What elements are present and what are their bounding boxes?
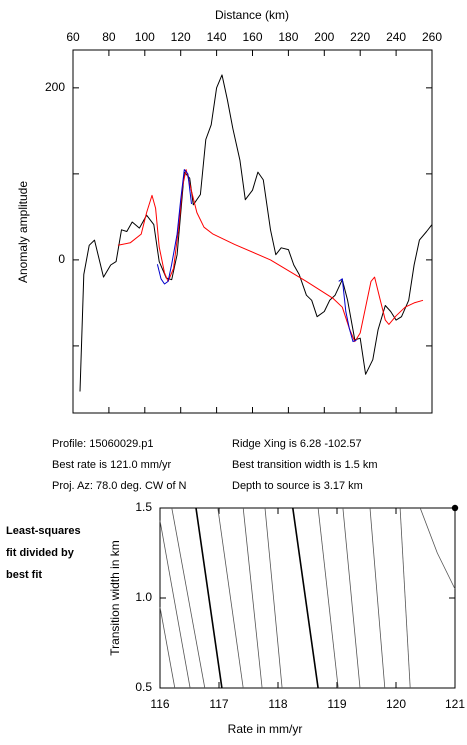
- contour-line: [217, 507, 244, 689]
- y-tick-label: 1.5: [135, 500, 152, 514]
- data-line: [156, 169, 357, 343]
- x-tick-label: 240: [386, 30, 406, 44]
- data-line: [79, 74, 433, 392]
- x-tick-label: 100: [135, 30, 155, 44]
- x-tick-label: 160: [242, 30, 262, 44]
- info-text: Best transition width is 1.5 km: [232, 459, 378, 471]
- x-tick-label: 117: [209, 697, 228, 711]
- contour-line: [242, 507, 263, 689]
- info-text: Ridge Xing is 6.28 -102.57: [232, 438, 362, 450]
- contour-line: [317, 507, 339, 689]
- x-tick-label: 200: [314, 30, 334, 44]
- x-tick-label: 116: [150, 697, 169, 711]
- x-tick-label: 120: [386, 697, 406, 711]
- annotation: best fit: [6, 569, 42, 581]
- contour-line: [171, 507, 206, 689]
- y-tick-label: 0.5: [135, 680, 152, 694]
- contour-line: [195, 507, 223, 689]
- contour-line: [292, 507, 319, 689]
- annotation: Least-squares: [6, 525, 81, 537]
- plot-frame: [159, 507, 456, 689]
- x-tick-label: 80: [102, 30, 116, 44]
- info-text: Proj. Az: 78.0 deg. CW of N: [52, 480, 187, 492]
- contour-line: [342, 507, 361, 689]
- contour-line: [159, 606, 176, 689]
- info-text: Profile: 15060029.p1: [52, 438, 154, 450]
- x-tick-label: 260: [422, 30, 442, 44]
- x-tick-label: 121: [445, 697, 465, 711]
- contour-line: [419, 507, 456, 590]
- y-tick-label: 200: [45, 80, 65, 94]
- contour-line: [369, 507, 386, 689]
- annotation: fit divided by: [6, 547, 75, 559]
- x-tick-label: 220: [350, 30, 370, 44]
- y-axis-title: Anomaly amplitude: [16, 181, 30, 283]
- x-axis-title: Rate in mm/yr: [228, 722, 303, 736]
- x-tick-label: 180: [278, 30, 298, 44]
- contour-line: [264, 507, 283, 689]
- x-tick-label: 119: [327, 697, 346, 711]
- y-axis-title: Transition width in km: [108, 540, 122, 656]
- info-text: Best rate is 121.0 mm/yr: [52, 459, 172, 471]
- best-fit-point: [451, 504, 459, 512]
- x-tick-label: 140: [207, 30, 227, 44]
- x-axis-title: Distance (km): [215, 8, 289, 22]
- x-tick-label: 120: [171, 30, 191, 44]
- x-tick-label: 60: [66, 30, 80, 44]
- contour-line: [159, 520, 191, 689]
- data-line: [117, 169, 424, 343]
- x-tick-label: 118: [268, 697, 287, 711]
- contour-line: [399, 507, 411, 689]
- info-text: Depth to source is 3.17 km: [232, 480, 363, 492]
- y-tick-label: 1.0: [135, 590, 152, 604]
- y-tick-label: 0: [58, 252, 65, 266]
